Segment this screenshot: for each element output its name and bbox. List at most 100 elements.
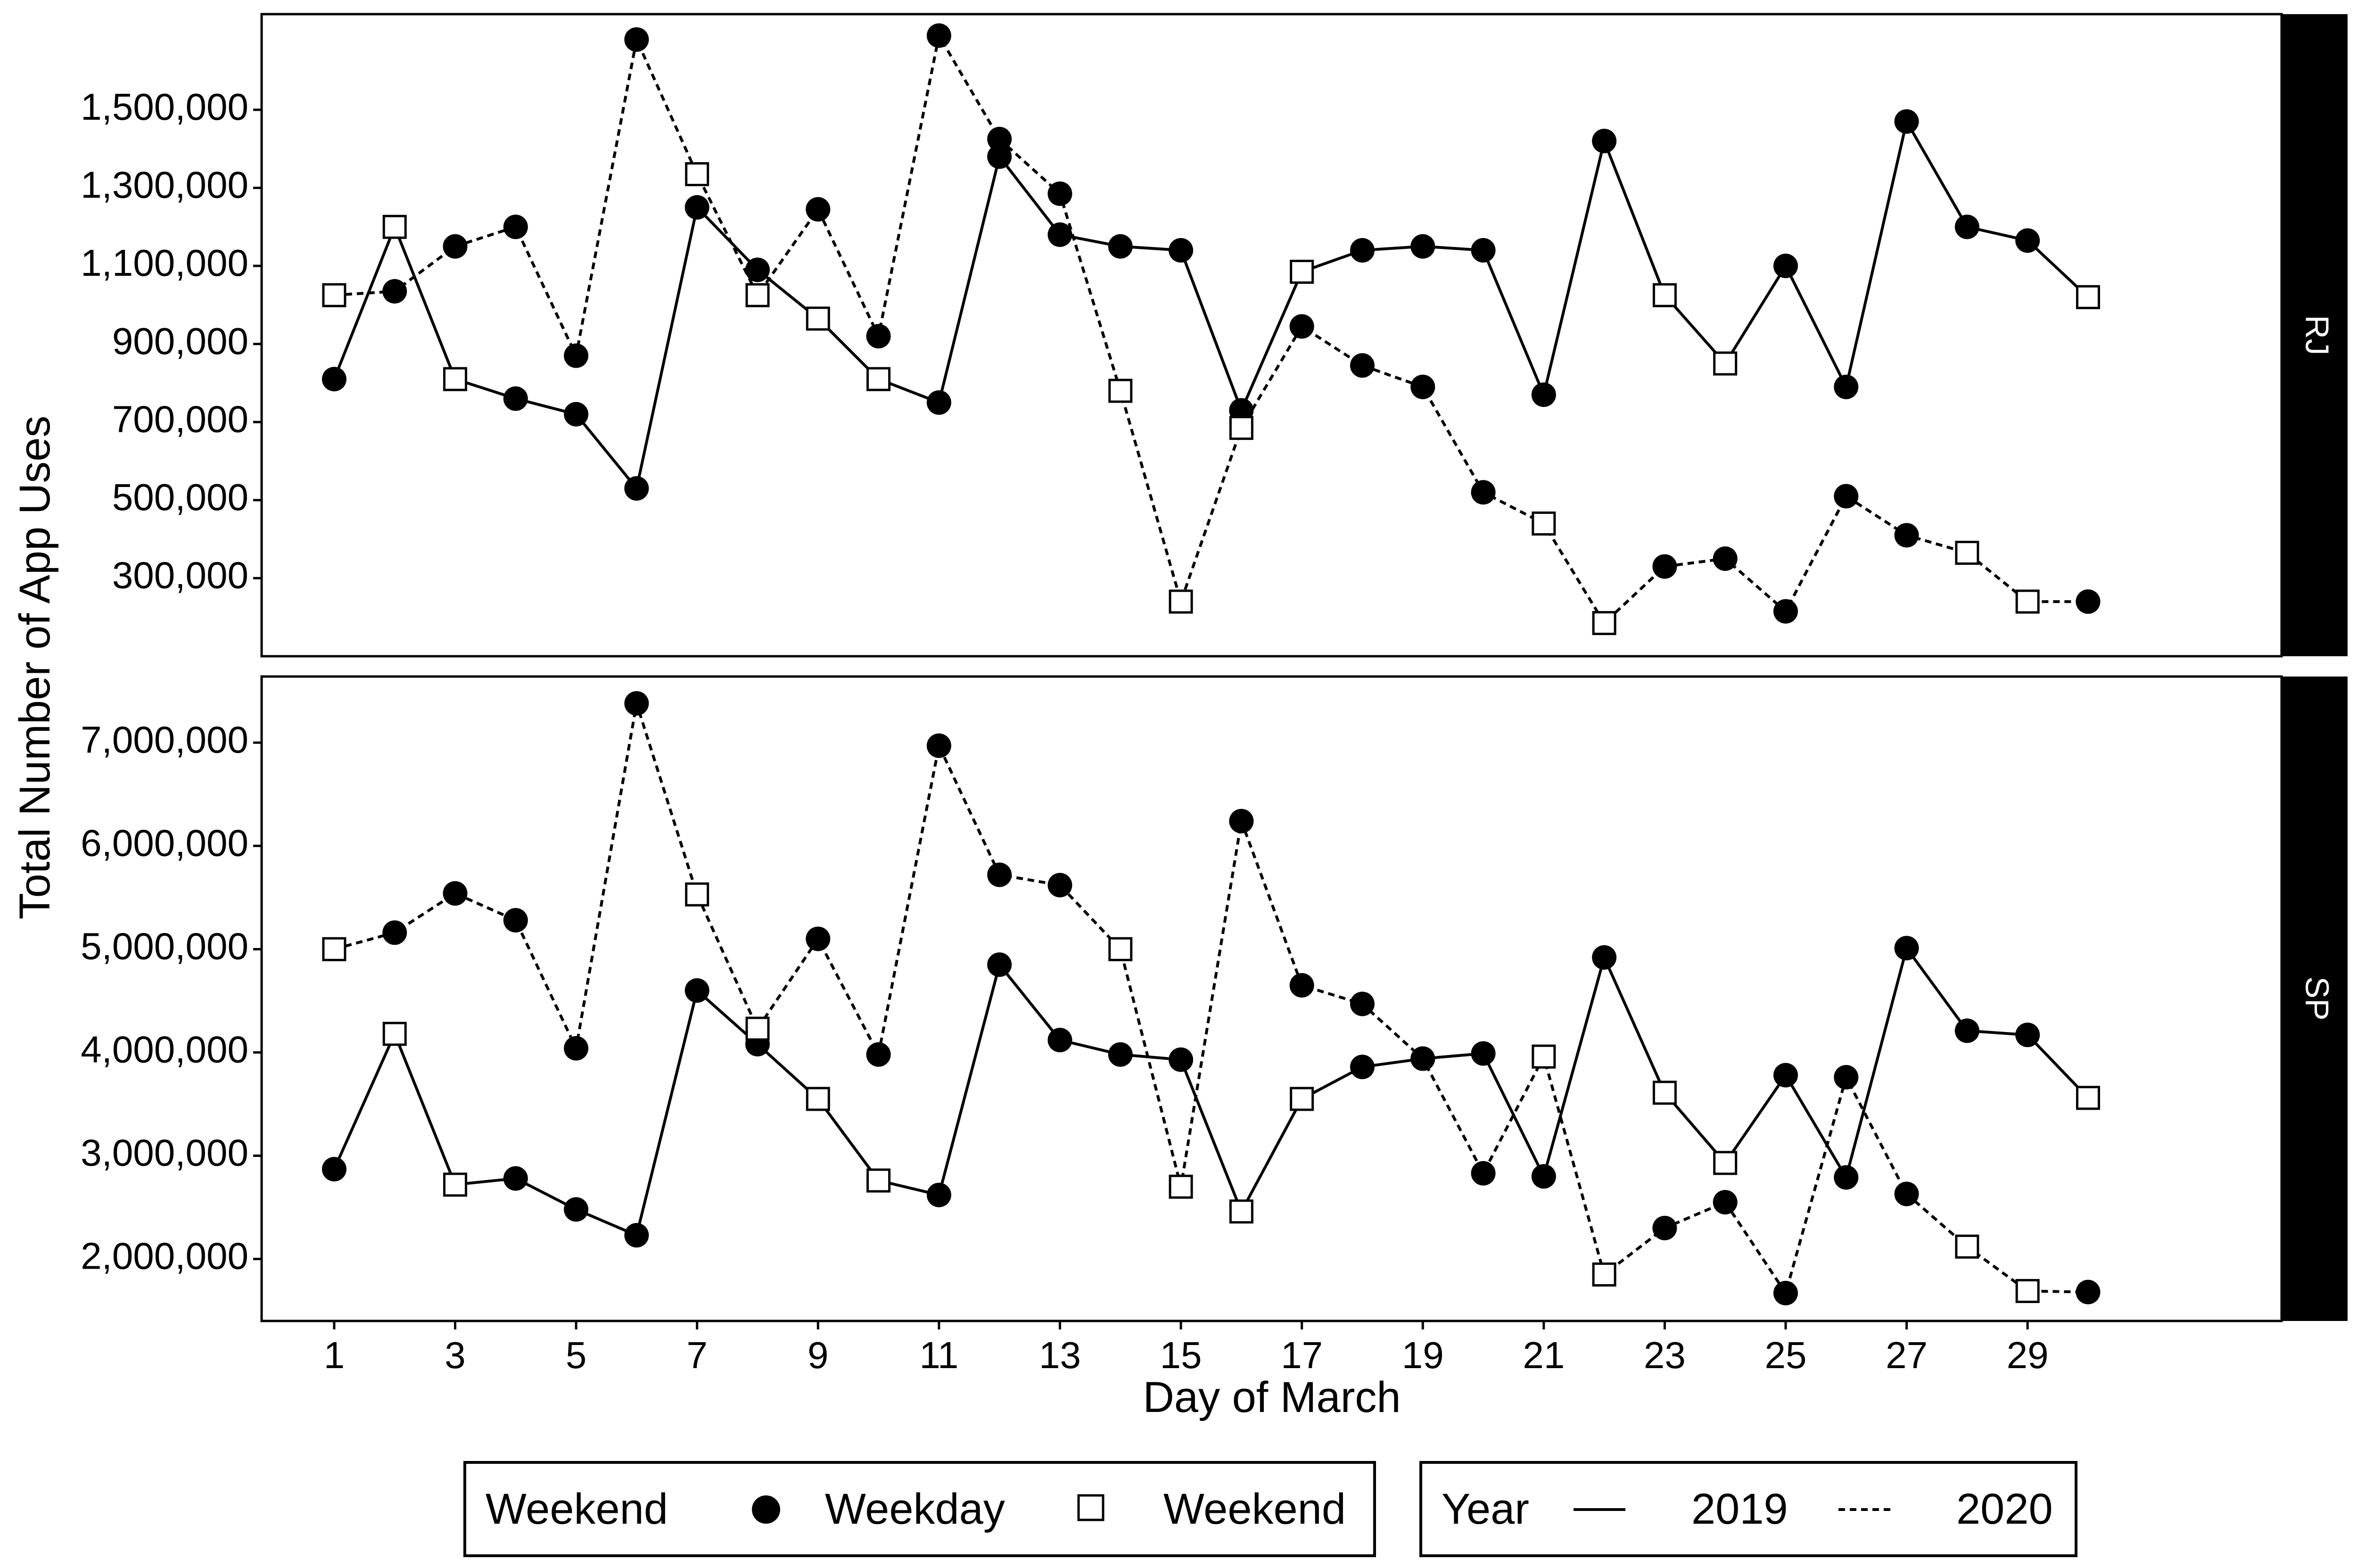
y-tick-label: 6,000,000 [81,822,248,864]
point-weekday-2019 [1410,234,1435,259]
point-weekend-2019 [1713,1151,1738,1175]
point-weekday-2019 [1894,936,1919,961]
point-weekday-2019 [1047,222,1072,247]
x-tick-label: 9 [808,1334,829,1376]
point-weekday-2019 [2015,228,2040,253]
point-weekday-2020 [503,215,528,239]
x-tick-label: 7 [686,1334,708,1376]
point-weekend-2019 [1652,1081,1677,1105]
point-weekday-2019 [564,402,589,427]
point-weekday-2020 [624,691,649,716]
point-weekday-2020 [443,881,468,906]
x-axis-title: Day of March [1143,1373,1401,1421]
x-tick-label: 3 [445,1334,466,1376]
point-weekday-2019 [926,390,951,415]
point-weekend-2019 [866,1168,891,1193]
point-weekday-2019 [684,195,709,220]
point-weekday-2020 [1289,314,1314,339]
legend-2019-label: 2019 [1691,1485,1788,1533]
point-weekday-2019 [1471,1041,1496,1066]
x-tick-label: 27 [1886,1334,1928,1376]
point-weekday-2019 [1531,1164,1556,1189]
series-points-rj [321,23,2101,635]
x-tick-label: 15 [1160,1334,1202,1376]
strip-sp [2282,677,2348,1321]
point-weekday-2020 [926,733,951,758]
point-weekday-2020 [1713,1190,1738,1215]
point-weekday-2019 [564,1197,589,1222]
point-weekday-2019 [624,1223,649,1248]
x-tick-label: 25 [1765,1334,1807,1376]
point-weekday-2019 [1954,215,1979,239]
x-tick-label: 11 [919,1334,958,1376]
point-weekday-2019 [684,978,709,1003]
y-tick-label: 900,000 [112,320,248,362]
point-weekday-2020 [1410,1046,1435,1071]
point-weekday-2020 [806,197,831,222]
point-weekday-2020 [1652,554,1677,579]
point-weekend-2019 [2076,285,2100,309]
point-weekday-2019 [745,257,770,282]
point-weekday-2020 [1894,523,1919,548]
point-weekend-2020 [1592,1262,1616,1287]
point-weekday-2020 [1471,480,1496,505]
point-weekday-2019 [1169,238,1194,263]
point-weekday-2019 [1350,238,1375,263]
point-weekday-2020 [1713,546,1738,571]
legend-shape-box [463,1461,1376,1557]
y-axis-rj: 300,000 500,000 700,000 900,000 1,100,000 1,3… [81,86,262,596]
x-tick-label: 1 [324,1334,345,1376]
point-weekend-2020 [685,162,709,186]
point-weekday-2020 [1894,1181,1919,1206]
legend-year-title: Year [1442,1485,1529,1533]
point-weekend-2020 [1532,511,1556,536]
legend-weekend-label: Weekend [1163,1485,1346,1533]
y-tick-label: 700,000 [112,398,248,440]
point-weekday-2019 [1894,109,1919,134]
point-weekday-2020 [1834,484,1859,509]
point-weekend-2019 [806,1087,830,1111]
series-line-2020 [334,34,2088,625]
point-weekday-2019 [503,386,528,411]
point-weekend-2019 [1713,351,1738,376]
point-weekday-2019 [321,1156,346,1181]
point-weekday-2019 [1108,1042,1133,1067]
point-weekday-2020 [2076,1279,2101,1304]
point-weekday-2019 [1047,1028,1072,1053]
point-weekday-2020 [382,920,407,945]
point-weekday-2020 [1350,353,1375,378]
y-tick-label: 500,000 [112,476,248,518]
x-axis: 1 3 5 7 9 11 13 15 17 19 21 23 25 27 29 [324,1321,2049,1376]
point-weekday-2019 [321,367,346,392]
strip-sp-label: SP [2299,976,2336,1020]
point-weekend-2019 [1290,1087,1314,1111]
y-tick-label: 4,000,000 [81,1029,248,1071]
point-weekend-2020 [1229,416,1253,440]
y-tick-label: 1,500,000 [81,86,248,128]
point-weekend-2020 [1169,589,1193,614]
point-weekday-2019 [1592,945,1617,970]
point-weekend-2019 [806,306,830,331]
series-line-2020 [334,702,2088,1295]
point-weekday-2020 [443,234,468,259]
point-weekday-2020 [1047,873,1072,898]
series-points-sp [321,691,2101,1305]
y-tick-label: 300,000 [112,554,248,596]
panel-rj: RJ 300,000 500,000 700,000 900,000 1,100,000… [81,13,2348,658]
point-weekday-2020 [1350,991,1375,1016]
point-weekend-2020 [2015,1279,2040,1303]
point-weekend-2020 [1592,611,1616,635]
point-weekday-2020 [564,1036,589,1061]
point-weekend-2020 [1955,1234,1979,1259]
point-weekday-2019 [987,144,1012,169]
point-weekday-2019 [987,952,1012,977]
point-weekday-2020 [806,926,831,951]
legend-shape-title: Weekend [486,1485,668,1533]
point-weekend-2019 [382,215,407,239]
y-tick-label: 5,000,000 [81,925,248,967]
point-weekday-2019 [1350,1055,1375,1080]
y-tick-label: 7,000,000 [81,718,248,760]
point-weekend-2019 [2076,1086,2100,1110]
point-weekday-2020 [926,23,951,48]
